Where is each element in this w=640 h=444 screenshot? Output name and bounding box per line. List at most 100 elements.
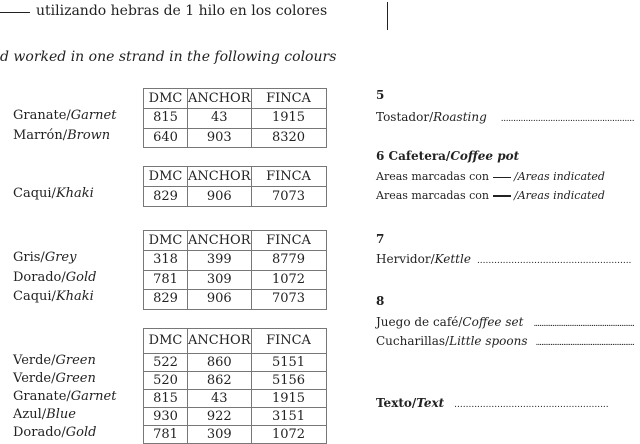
table-cell: 5156 [250, 371, 327, 390]
colour-name-es: Dorado/ [13, 425, 66, 440]
section-8: 8 [376, 294, 385, 308]
leader-dots: ........................................… [476, 256, 632, 266]
cucharillas-label: Cucharillas/ [376, 334, 450, 348]
table-row: 815 43 1915 [143, 389, 327, 408]
colour-name-en: Khaki [55, 186, 94, 201]
colour-table: DMC ANCHOR FINCA 815 43 1915 640 903 8320 [143, 88, 327, 148]
colour-name-en: Green [55, 371, 96, 386]
table-cell: 829 [143, 186, 188, 207]
column-header: DMC [143, 328, 188, 354]
colour-name-es: Azul/ [13, 407, 47, 422]
table-cell: 309 [187, 269, 252, 290]
colour-label: Caqui/Khaki [13, 186, 94, 201]
colour-name-es: Caqui/ [13, 186, 56, 201]
thin-line-sample [492, 176, 511, 178]
texto-label: Texto/ [376, 396, 417, 410]
hervidor-label: Hervidor/ [376, 252, 435, 266]
table-header-row: DMC ANCHOR FINCA [143, 88, 327, 109]
colour-label: Granate/Garnet [13, 108, 116, 123]
table-row: 640 903 8320 [143, 127, 327, 148]
table-cell: 815 [143, 389, 188, 408]
colour-table: DMC ANCHOR FINCA 318 399 8779 781 309 1072 829 906… [143, 230, 327, 310]
table-cell: 43 [187, 108, 252, 129]
table-header-row: DMC ANCHOR FINCA [143, 166, 327, 187]
table-cell: 43 [187, 389, 252, 408]
table-cell: 522 [143, 353, 188, 372]
table-row: 829 906 7073 [143, 186, 327, 207]
table-cell: 862 [187, 371, 252, 390]
column-header: ANCHOR [187, 88, 252, 109]
colour-name-en: Blue [46, 407, 76, 422]
colour-name-es: Dorado/ [13, 269, 66, 285]
table-cell: 906 [187, 289, 252, 310]
table-cell: 8320 [250, 127, 327, 148]
colour-name-es: Caqui/ [13, 289, 56, 304]
table-cell: 8779 [250, 250, 327, 271]
column-header: FINCA [250, 230, 327, 251]
tostador-label: Tostador/ [376, 110, 434, 124]
column-header: ANCHOR [187, 166, 252, 187]
table-header-row: DMC ANCHOR FINCA [143, 328, 327, 354]
table-header-row: DMC ANCHOR FINCA [143, 230, 327, 251]
leader-dots: ........................................… [500, 114, 635, 124]
table-cell: 640 [143, 127, 188, 148]
colour-table: DMC ANCHOR FINCA 829 906 7073 [143, 166, 327, 207]
colour-name-es: Verde/ [13, 371, 56, 386]
colour-name-en: Khaki [55, 289, 94, 304]
colour-label: Caqui/Khaki [13, 289, 94, 304]
colour-label: Dorado/Gold [13, 425, 96, 440]
colour-name-en: Garnet [70, 389, 117, 404]
colour-name-en: Garnet [70, 108, 117, 123]
areas-label-2: Areas marcadas con [376, 189, 489, 202]
table-cell: 1072 [250, 269, 327, 290]
intro-spanish: utilizando hebras de 1 hilo en los color… [36, 3, 328, 19]
column-header: FINCA [250, 328, 327, 354]
table-cell: 815 [143, 108, 188, 129]
column-header: DMC [143, 166, 188, 187]
table-cell: 318 [143, 250, 188, 271]
colour-name-en: Green [55, 353, 96, 368]
juego-label: Juego de café/ [376, 315, 463, 329]
table-row: 829 906 7073 [143, 289, 327, 310]
leader-dots: ........................................… [454, 400, 609, 410]
kettle-label: Kettle [434, 252, 471, 266]
colour-label: Marrón/Brown [13, 128, 110, 143]
column-header: DMC [143, 230, 188, 251]
colour-name-es: Marrón/ [13, 127, 68, 143]
colour-table: DMC ANCHOR FINCA 522 860 5151 520 862 5156 815 43 1… [143, 328, 327, 444]
colour-name-en: Brown [67, 127, 111, 143]
areas-indicated-2: /Areas indicated [514, 189, 605, 202]
colour-name-es: Granate/ [13, 108, 71, 123]
table-cell: 7073 [250, 186, 327, 207]
bracket-mark [384, 2, 388, 30]
table-cell: 906 [187, 186, 252, 207]
column-header: ANCHOR [187, 328, 252, 354]
colour-name-en: Gold [65, 425, 97, 440]
colour-name-es: Granate/ [13, 389, 71, 404]
section-7: 7 [376, 232, 385, 246]
thick-line-sample [492, 195, 511, 197]
colour-label: Verde/Green [13, 353, 96, 368]
colour-label: Dorado/Gold [13, 270, 96, 285]
table-cell: 3151 [250, 407, 327, 426]
table-cell: 930 [143, 407, 188, 426]
table-cell: 309 [187, 425, 252, 444]
areas-label-1: Areas marcadas con [376, 170, 489, 183]
colour-name-en: Grey [44, 250, 77, 265]
table-cell: 7073 [250, 289, 327, 310]
colour-label: Verde/Green [13, 371, 96, 386]
table-cell: 922 [187, 407, 252, 426]
table-row: 520 862 5156 [143, 371, 327, 390]
colour-name-en: Gold [65, 269, 97, 285]
table-row: 815 43 1915 [143, 108, 327, 129]
table-cell: 781 [143, 425, 188, 444]
table-row: 522 860 5151 [143, 353, 327, 372]
table-cell: 781 [143, 269, 188, 290]
table-row: 318 399 8779 [143, 250, 327, 271]
little-spoons-label: Little spoons [449, 334, 528, 348]
leader-dots: ........................................… [533, 319, 634, 329]
column-header: FINCA [250, 166, 327, 187]
table-row: 930 922 3151 [143, 407, 327, 426]
table-cell: 5151 [250, 353, 327, 372]
table-cell: 399 [187, 250, 252, 271]
